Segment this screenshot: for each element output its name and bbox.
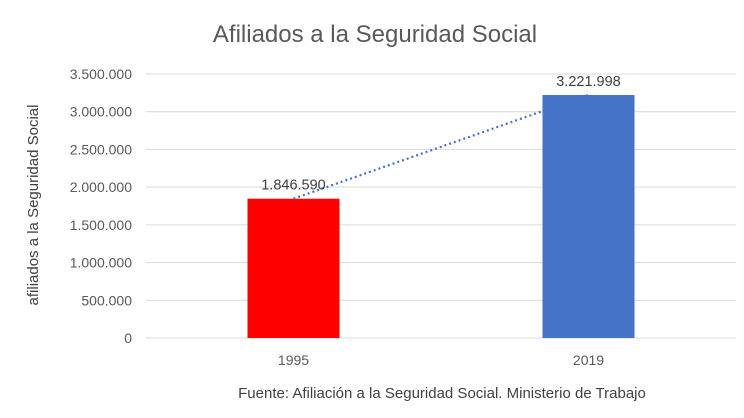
x-tick-label: 2019 <box>573 352 604 368</box>
bar-2019 <box>542 94 635 338</box>
y-axis-ticks: 0 500.000 1.000.000 1.500.000 2.000.000 2.500… <box>70 66 133 346</box>
x-tick-label: 1995 <box>278 352 309 368</box>
source-note: Fuente: Afiliación a la Seguridad Social… <box>238 385 646 402</box>
y-tick-label: 3.000.000 <box>70 104 132 120</box>
trendline-layer <box>293 93 589 200</box>
data-label-2019: 3.221.998 <box>556 74 621 90</box>
bar-1995 <box>247 198 340 338</box>
trendline <box>293 93 589 200</box>
bars <box>247 94 635 338</box>
y-tick-label: 1.500.000 <box>70 217 132 233</box>
y-tick-label: 3.500.000 <box>70 66 132 82</box>
y-tick-label: 1.000.000 <box>70 255 132 271</box>
gridlines <box>146 73 736 339</box>
y-axis-label: afiliados a la Seguridad Social <box>25 105 42 306</box>
x-axis-ticks: 1995 2019 <box>278 352 604 368</box>
y-tick-label: 500.000 <box>81 292 132 308</box>
chart-title: Afiliados a la Seguridad Social <box>213 21 537 48</box>
y-tick-label: 2.500.000 <box>70 141 132 157</box>
y-tick-label: 0 <box>124 330 132 346</box>
data-label-1995: 1.846.590 <box>261 178 326 194</box>
y-tick-label: 2.000.000 <box>70 179 132 195</box>
data-labels: 1.846.590 3.221.998 <box>261 74 621 194</box>
